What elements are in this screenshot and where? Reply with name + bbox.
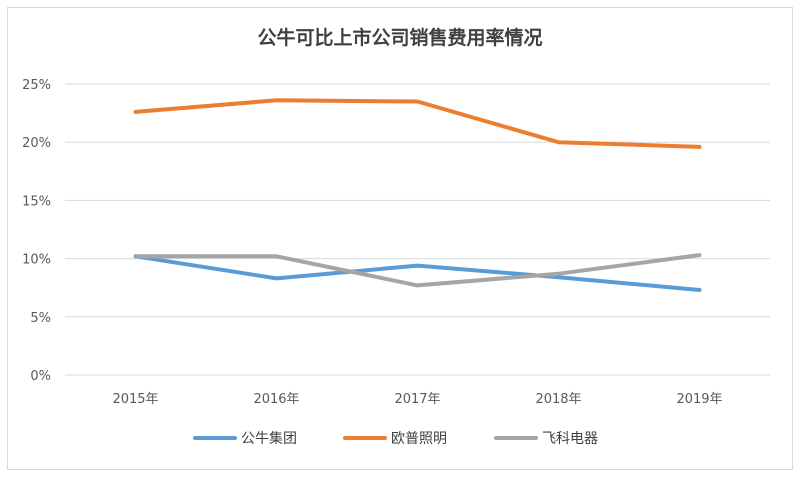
series-lines (133, 98, 702, 292)
y-tick-label: 25% (22, 78, 51, 93)
x-tick-label: 2017年 (394, 392, 440, 407)
series-line-2 (133, 98, 702, 149)
y-tick-label: 20% (22, 136, 51, 151)
x-tick-label: 2015年 (112, 392, 158, 407)
x-tick-label: 2018年 (535, 392, 581, 407)
x-tick-label: 2016年 (253, 392, 299, 407)
y-tick-label: 10% (22, 253, 51, 268)
x-axis-ticks: 2015年 2016年 2017年 2018年 2019年 (112, 392, 722, 407)
y-tick-label: 0% (30, 369, 51, 384)
legend-label: 欧普照明 (391, 431, 447, 447)
y-axis-ticks: 0% 5% 10% 15% 20% 25% (22, 78, 51, 384)
x-tick-label: 2019年 (676, 392, 722, 407)
y-tick-label: 5% (30, 311, 51, 326)
legend-label: 飞科电器 (542, 431, 598, 447)
legend: 公牛集团 欧普照明 飞科电器 (193, 430, 598, 447)
legend-label: 公牛集团 (241, 430, 297, 447)
series-line-3 (133, 253, 702, 288)
gridlines (65, 83, 770, 376)
y-tick-label: 15% (22, 194, 51, 209)
chart-title: 公牛可比上市公司销售费用率情况 (257, 26, 542, 49)
series-line-1 (133, 254, 702, 292)
